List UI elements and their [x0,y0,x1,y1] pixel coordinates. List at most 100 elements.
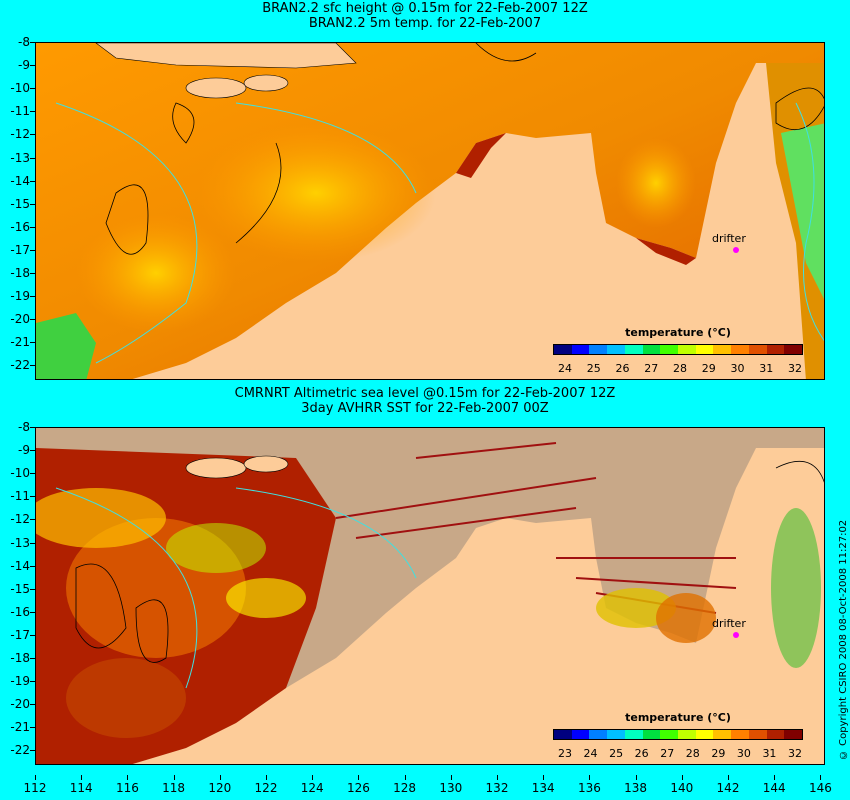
latitude-tick [30,42,35,43]
longitude-label: 124 [300,781,324,795]
latitude-label: -21 [10,720,30,735]
top-drifter-marker [733,247,739,253]
longitude-tick [497,775,498,780]
latitude-tick [30,611,35,613]
latitude-tick [30,273,35,274]
latitude-tick [30,427,35,428]
latitude-label: -12 [10,127,30,142]
colorbar-swatch [748,345,767,354]
bottom-colorbar [553,729,803,740]
longitude-label: 146 [808,781,832,795]
colorbar-tick-label: 25 [586,362,601,375]
longitude-tick [774,775,776,780]
colorbar-tick-label: 25 [609,747,624,760]
latitude-tick [30,203,35,205]
longitude-label: 134 [531,781,555,795]
latitude-tick [30,296,35,298]
colorbar-swatch [678,730,696,739]
latitude-label: -19 [10,289,30,304]
longitude-label: 140 [670,781,694,795]
bottom-map-ocean [36,428,824,764]
latitude-label: -20 [10,697,30,712]
longitude-tick [728,775,729,780]
longitude-label: 128 [393,781,417,795]
colorbar-swatch [678,345,696,354]
top-title-line1: BRAN2.2 sfc height @ 0.15m for 22-Feb-20… [262,1,588,16]
latitude-label: -10 [10,81,30,96]
longitude-label: 142 [716,781,740,795]
latitude-label: -17 [10,242,30,257]
colorbar-swatch [571,345,590,354]
latitude-tick [30,226,35,228]
top-drifter-label: drifter [712,232,746,245]
latitude-label: -16 [10,604,30,619]
colorbar-tick-label: 30 [730,362,745,375]
colorbar-swatch [784,730,803,739]
longitude-tick [404,775,406,780]
bottom-drifter-marker [733,632,739,638]
longitude-tick [266,775,267,780]
latitude-tick [30,88,35,90]
colorbar-swatch [731,730,749,739]
copyright-notice: © Copyright CSIRO 2008 08-Oct-2008 11:27… [838,519,849,760]
top-colorbar-title: temperature (°C) [625,326,731,339]
latitude-label: -17 [10,627,30,642]
latitude-tick [30,249,35,251]
latitude-label: -18 [10,266,30,280]
colorbar-tick-label: 24 [558,362,572,375]
colorbar-swatch [784,345,803,354]
longitude-tick [635,775,637,780]
colorbar-swatch [713,345,732,354]
longitude-tick [681,775,683,780]
latitude-label: -16 [10,219,30,234]
colorbar-tick-label: 29 [711,747,726,760]
colorbar-tick-label: 24 [583,747,598,760]
bottom-title-line2: 3day AVHRR SST for 22-Feb-2007 00Z [301,401,549,416]
latitude-tick [30,542,35,544]
latitude-label: -13 [10,150,30,165]
latitude-label: -9 [18,443,30,458]
longitude-tick [450,775,452,780]
latitude-tick [30,319,35,321]
colorbar-swatch [748,730,767,739]
longitude-tick [173,775,175,780]
latitude-tick [30,588,35,590]
longitude-label: 126 [346,781,370,795]
longitude-label: 122 [254,781,278,795]
colorbar-swatch [624,730,643,739]
colorbar-tick-label: 32 [788,362,802,375]
latitude-tick [30,750,35,752]
colorbar-tick-label: 27 [660,747,675,760]
longitude-label: 120 [208,781,232,795]
colorbar-swatch [642,730,661,739]
latitude-tick [30,134,35,136]
colorbar-swatch [624,345,643,354]
latitude-tick [30,727,35,729]
top-title-line2: BRAN2.2 5m temp. for 22-Feb-2007 [308,16,542,31]
latitude-label: -20 [10,312,30,327]
bottom-title-line1: CMRNRT Altimetric sea level @0.15m for 2… [234,386,616,401]
colorbar-swatch [766,345,785,354]
colorbar-swatch [589,730,608,739]
latitude-tick [30,658,35,659]
colorbar-swatch [660,730,679,739]
colorbar-swatch [660,345,679,354]
latitude-tick [30,365,35,367]
latitude-label: -8 [18,420,30,434]
latitude-label: -21 [10,335,30,350]
longitude-label: 116 [115,781,139,795]
longitude-label: 144 [762,781,786,795]
colorbar-swatch [607,345,625,354]
longitude-label: 138 [624,781,648,795]
top-map [35,42,825,380]
bottom-map [35,427,825,765]
longitude-tick [127,775,129,780]
longitude-tick [820,775,822,780]
colorbar-tick-label: 28 [673,362,687,375]
latitude-tick [30,519,35,521]
longitude-tick [35,775,36,780]
top-map-ocean [36,43,824,379]
colorbar-tick-label: 30 [736,747,751,760]
longitude-label: 118 [162,781,186,795]
latitude-tick [30,565,35,567]
